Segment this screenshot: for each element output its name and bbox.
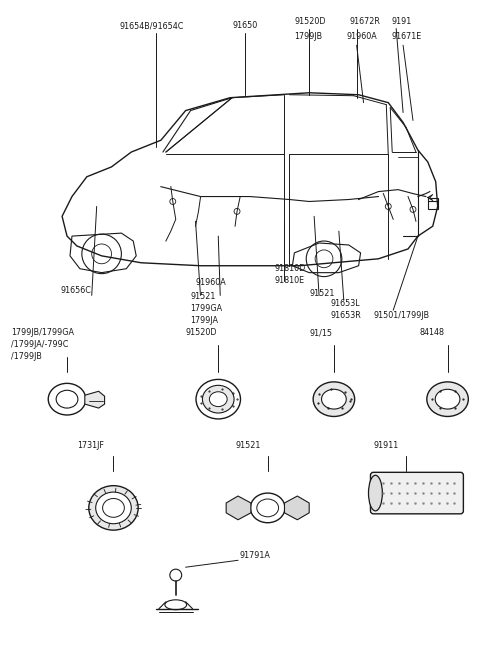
Polygon shape bbox=[85, 392, 105, 408]
Text: 1731JF: 1731JF bbox=[77, 441, 104, 450]
Text: 91521: 91521 bbox=[309, 289, 335, 298]
Polygon shape bbox=[285, 496, 309, 520]
Ellipse shape bbox=[322, 390, 346, 409]
Ellipse shape bbox=[89, 486, 138, 530]
Ellipse shape bbox=[313, 382, 355, 417]
Ellipse shape bbox=[427, 382, 468, 417]
Text: 91654B/91654C: 91654B/91654C bbox=[120, 21, 184, 30]
Text: 91672R: 91672R bbox=[350, 17, 381, 26]
Text: 91671E: 91671E bbox=[391, 32, 421, 41]
Text: 91653R: 91653R bbox=[331, 311, 362, 320]
Ellipse shape bbox=[203, 386, 234, 413]
Text: 1799JB: 1799JB bbox=[294, 32, 323, 41]
Ellipse shape bbox=[209, 392, 227, 407]
Ellipse shape bbox=[369, 475, 383, 511]
Text: 1799JB/1799GA: 1799JB/1799GA bbox=[11, 328, 74, 338]
Text: 91520D: 91520D bbox=[294, 17, 326, 26]
Text: /1799JA/-799C: /1799JA/-799C bbox=[11, 340, 68, 350]
Text: 1799JA: 1799JA bbox=[191, 315, 218, 325]
FancyBboxPatch shape bbox=[371, 472, 463, 514]
Polygon shape bbox=[226, 496, 251, 520]
Text: 91960A: 91960A bbox=[195, 278, 226, 287]
Text: 91810D: 91810D bbox=[275, 264, 306, 273]
Text: 91520D: 91520D bbox=[186, 328, 217, 338]
Ellipse shape bbox=[435, 390, 460, 409]
Text: 9191: 9191 bbox=[391, 17, 411, 26]
Text: 91791A: 91791A bbox=[240, 551, 271, 560]
Text: /1799JB: /1799JB bbox=[11, 352, 42, 361]
Text: 91521: 91521 bbox=[235, 441, 261, 450]
Text: 84148: 84148 bbox=[420, 328, 445, 338]
Text: 91521: 91521 bbox=[191, 292, 216, 301]
Text: 91656C: 91656C bbox=[60, 286, 91, 295]
Text: 91501/1799JB: 91501/1799JB bbox=[373, 311, 430, 320]
Text: 91960A: 91960A bbox=[347, 32, 377, 41]
Ellipse shape bbox=[96, 492, 131, 524]
Text: 1799GA: 1799GA bbox=[191, 304, 223, 313]
Text: 91911: 91911 bbox=[373, 441, 399, 450]
Text: 91653L: 91653L bbox=[331, 299, 360, 307]
Text: 91810E: 91810E bbox=[275, 276, 305, 285]
Text: 91650: 91650 bbox=[232, 21, 257, 30]
Text: 91/15: 91/15 bbox=[309, 328, 332, 338]
